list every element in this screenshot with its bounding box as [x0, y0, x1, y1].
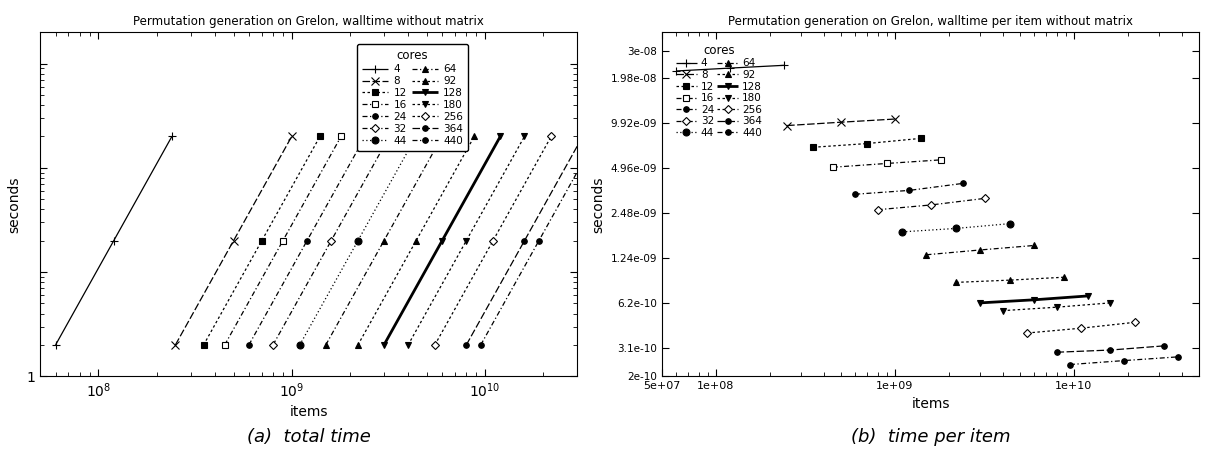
X-axis label: items: items: [289, 405, 328, 420]
Y-axis label: seconds: seconds: [591, 176, 605, 233]
Title: Permutation generation on Grelon, walltime without matrix: Permutation generation on Grelon, wallti…: [134, 15, 484, 28]
Y-axis label: seconds: seconds: [7, 176, 21, 233]
X-axis label: items: items: [912, 397, 950, 411]
Title: Permutation generation on Grelon, walltime per item without matrix: Permutation generation on Grelon, wallti…: [728, 15, 1134, 28]
Text: (b)  time per item: (b) time per item: [850, 428, 1011, 446]
Text: (a)  total time: (a) total time: [247, 428, 370, 446]
Legend: 4, 8, 12, 16, 24, 32, 44, 64, 92, 128, 180, 256, 364, 440: 4, 8, 12, 16, 24, 32, 44, 64, 92, 128, 1…: [673, 41, 765, 141]
Legend: 4, 8, 12, 16, 24, 32, 44, 64, 92, 128, 180, 256, 364, 440: 4, 8, 12, 16, 24, 32, 44, 64, 92, 128, 1…: [357, 44, 468, 151]
